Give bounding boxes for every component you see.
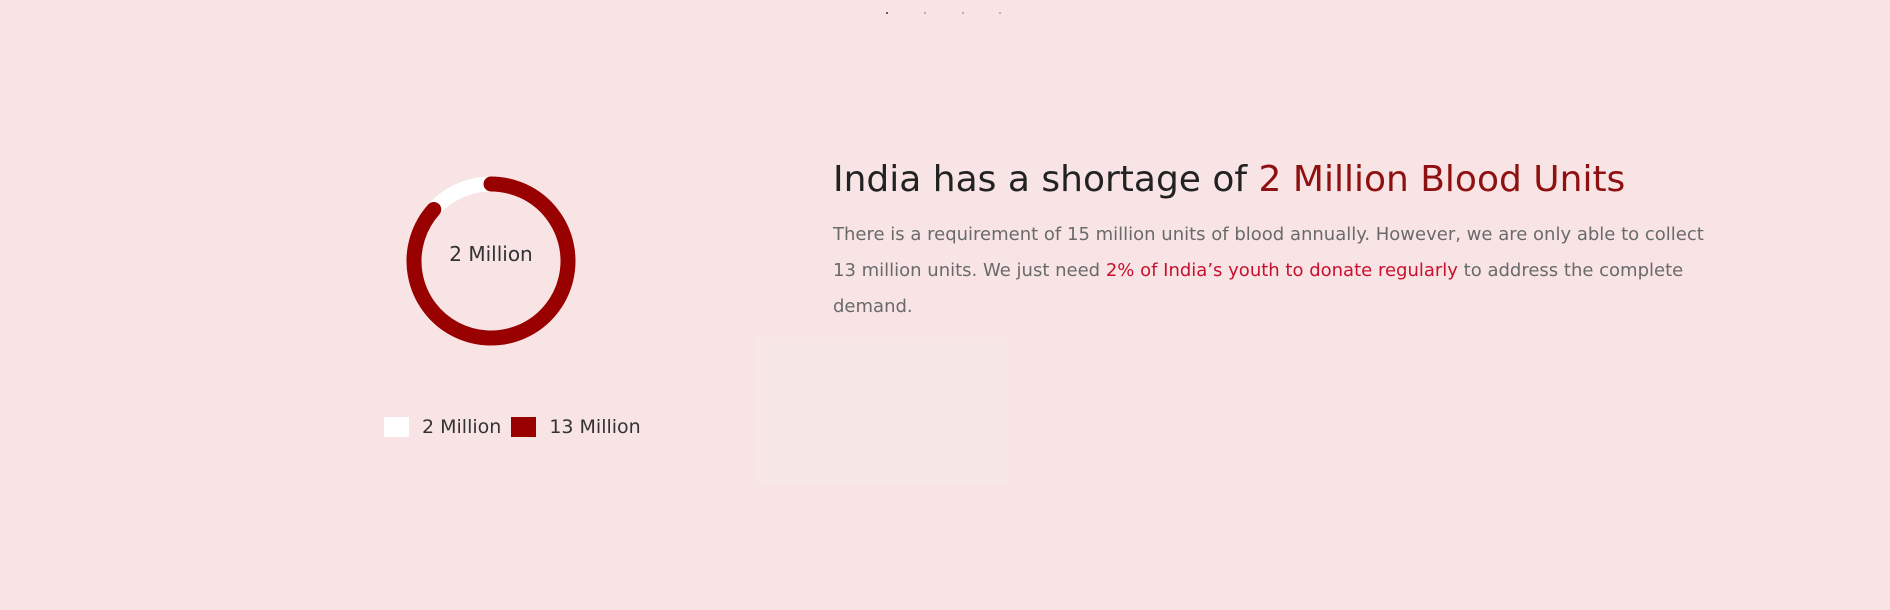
donut-svg <box>406 176 576 346</box>
carousel-dot[interactable] <box>999 12 1001 14</box>
info-section: India has a shortage of 2 Million Blood … <box>833 158 1713 325</box>
headline-accent: 2 Million Blood Units <box>1258 159 1626 200</box>
legend-swatch-red <box>511 417 537 437</box>
carousel-dot[interactable] <box>886 12 888 14</box>
donut-chart: 2 Million 2 Million 13 Million <box>370 140 641 450</box>
legend-item-13-million: 13 Million <box>511 416 641 438</box>
description-paragraph: There is a requirement of 15 million uni… <box>833 217 1713 325</box>
legend-item-2-million: 2 Million <box>384 416 501 438</box>
headline-prefix: India has a shortage of <box>833 159 1259 200</box>
donut-center-label: 2 Million <box>449 242 533 266</box>
carousel-dot[interactable] <box>962 12 964 14</box>
donut-slice-2-million <box>428 176 492 215</box>
legend-label: 2 Million <box>422 416 502 438</box>
paragraph-highlight: 2% of India’s youth to donate regularly <box>1105 260 1458 282</box>
carousel-dot[interactable] <box>924 12 926 14</box>
paragraph-text-end: to address the complete demand. <box>833 260 1684 318</box>
legend-label: 13 Million <box>549 416 641 438</box>
headline: India has a shortage of 2 Million Blood … <box>833 158 1713 201</box>
donut-slice-13-million <box>406 176 576 346</box>
carousel-dots <box>886 12 1006 16</box>
background-panel <box>756 337 1008 483</box>
paragraph-text: There is a requirement of 15 million uni… <box>833 224 1704 282</box>
chart-legend: 2 Million 13 Million <box>384 416 651 438</box>
legend-swatch-white <box>384 417 409 437</box>
